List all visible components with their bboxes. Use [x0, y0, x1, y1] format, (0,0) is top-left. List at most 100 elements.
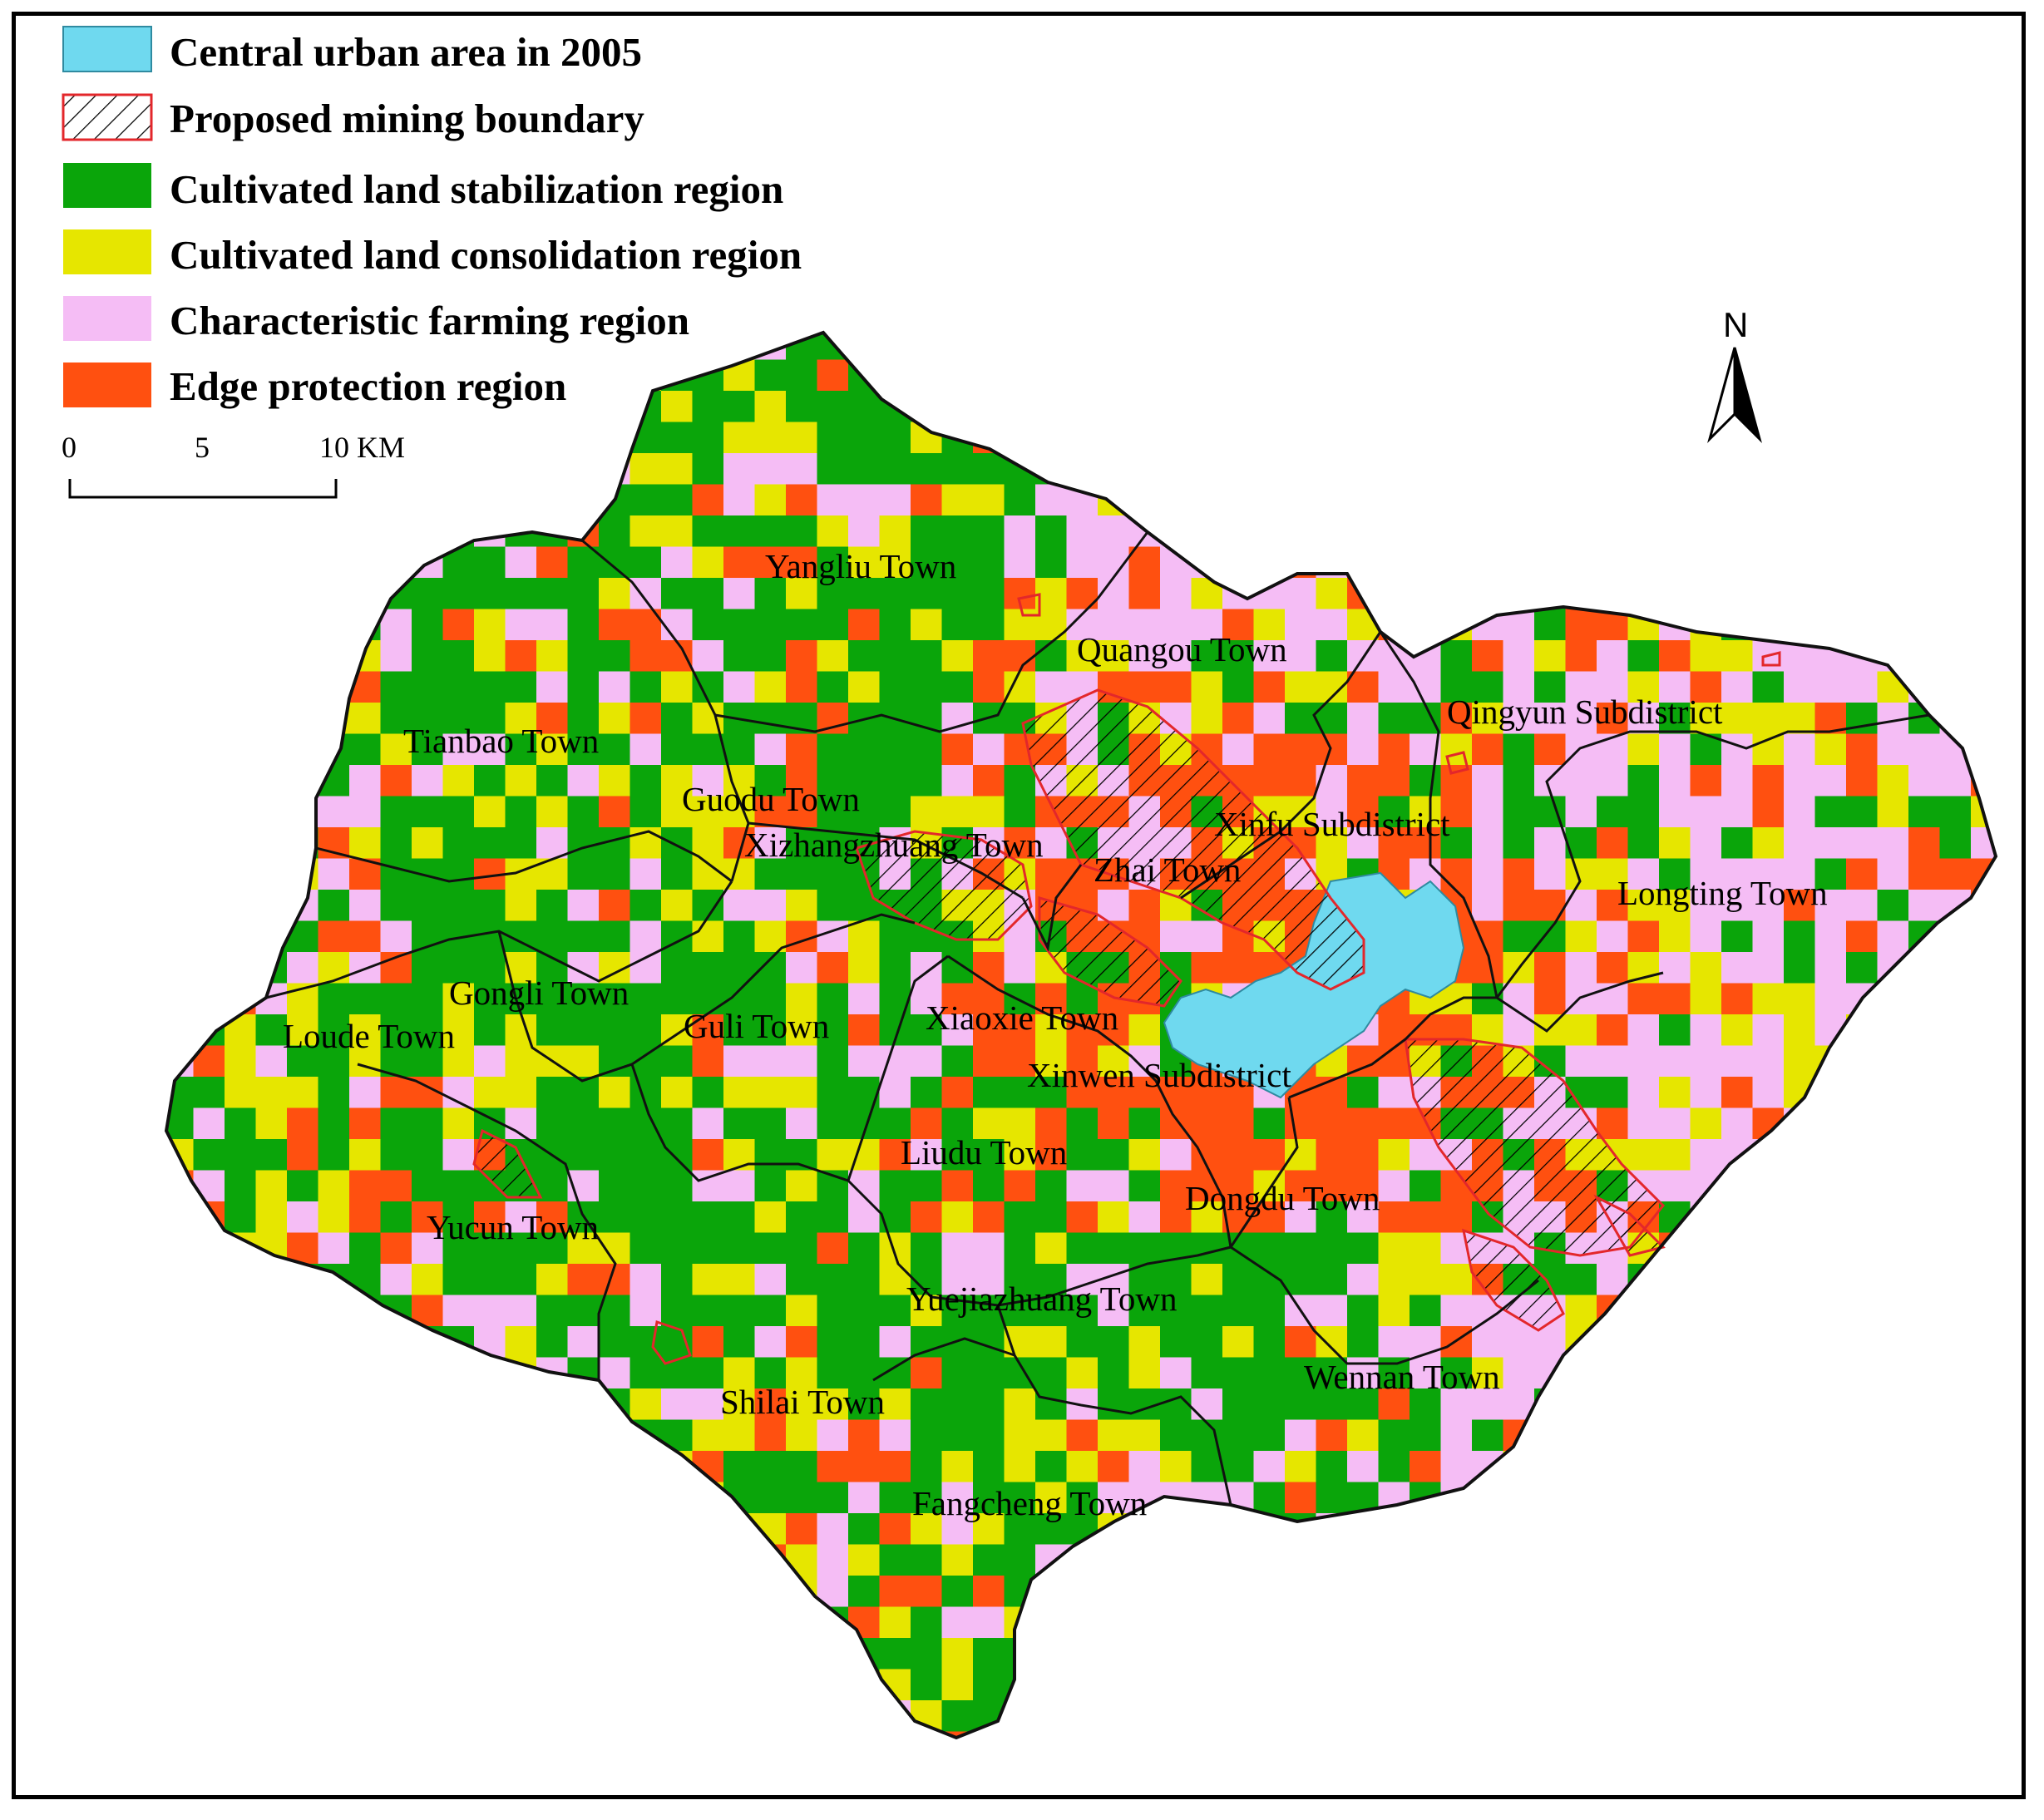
raster-cell-stabilization — [661, 1482, 694, 1514]
raster-cell-stabilization — [1004, 796, 1036, 828]
raster-cell-stabilization — [505, 1700, 537, 1733]
raster-cell-stabilization — [1191, 1544, 1223, 1576]
raster-cell-stabilization — [1098, 453, 1130, 486]
raster-cell-edge — [911, 484, 943, 516]
raster-cell-stabilization — [817, 796, 849, 828]
raster-cell-farming — [1752, 890, 1785, 922]
raster-cell-edge — [786, 1513, 818, 1546]
raster-cell-stabilization — [911, 703, 943, 735]
raster-cell-consolidation — [1004, 1388, 1036, 1421]
raster-cell-stabilization — [1191, 1669, 1223, 1701]
raster-cell-edge — [786, 733, 818, 766]
raster-cell-farming — [1939, 484, 1972, 516]
raster-cell-stabilization — [754, 952, 787, 984]
raster-cell-farming — [1814, 952, 1847, 984]
raster-cell-farming — [1690, 890, 1722, 922]
raster-cell-stabilization — [505, 1264, 537, 1296]
raster-cell-stabilization — [911, 1451, 943, 1483]
raster-cell-farming — [255, 1295, 288, 1327]
raster-cell-stabilization — [505, 578, 537, 610]
raster-cell-stabilization — [225, 1201, 257, 1234]
raster-cell-farming — [1222, 484, 1255, 516]
raster-cell-farming — [911, 952, 943, 984]
raster-cell-edge — [1659, 1295, 1691, 1327]
raster-cell-stabilization — [505, 671, 537, 703]
raster-cell-consolidation — [599, 1077, 631, 1109]
raster-cell-farming — [1784, 359, 1816, 392]
raster-cell-farming — [1098, 515, 1130, 548]
raster-cell-stabilization — [318, 484, 350, 516]
raster-cell-stabilization — [1410, 765, 1442, 797]
raster-cell-stabilization — [629, 1139, 662, 1171]
raster-cell-consolidation — [349, 1045, 382, 1078]
raster-cell-farming — [193, 1544, 225, 1576]
raster-cell-edge — [2002, 1171, 2034, 1202]
raster-cell-stabilization — [723, 733, 756, 766]
raster-cell-stabilization — [599, 1606, 631, 1639]
raster-cell-edge — [380, 1077, 412, 1109]
raster-cell-edge — [349, 1107, 382, 1140]
raster-cell-consolidation — [1752, 703, 1785, 735]
raster-cell-edge — [1066, 1201, 1099, 1234]
raster-cell-stabilization — [817, 765, 849, 797]
raster-cell-stabilization — [1222, 1357, 1255, 1389]
raster-cell-edge — [166, 858, 195, 890]
raster-cell-stabilization — [349, 1513, 382, 1546]
raster-cell-stabilization — [1846, 796, 1879, 828]
raster-cell-stabilization — [1035, 453, 1068, 486]
raster-cell-stabilization — [1066, 1326, 1099, 1359]
raster-cell-stabilization — [380, 1107, 412, 1140]
town-label: Loude Town — [283, 1017, 455, 1055]
raster-cell-stabilization — [1066, 1139, 1099, 1171]
raster-cell-stabilization — [1004, 765, 1036, 797]
raster-cell-edge — [1534, 733, 1567, 766]
raster-cell-farming — [1440, 1388, 1473, 1421]
raster-cell-stabilization — [1627, 1576, 1660, 1608]
raster-cell-farming — [1690, 1014, 1722, 1047]
raster-cell-consolidation — [1597, 391, 1629, 423]
raster-cell-stabilization — [911, 1388, 943, 1421]
raster-cell-stabilization — [879, 333, 911, 361]
raster-cell-stabilization — [1877, 1638, 1909, 1670]
raster-cell-stabilization — [474, 1264, 506, 1296]
raster-cell-stabilization — [349, 1544, 382, 1576]
raster-cell-stabilization — [879, 796, 911, 828]
raster-cell-farming — [1503, 1544, 1535, 1576]
raster-cell-farming — [1877, 858, 1909, 890]
raster-cell-stabilization — [442, 1170, 475, 1202]
raster-cell-consolidation — [661, 1077, 694, 1109]
raster-cell-stabilization — [1721, 1544, 1754, 1576]
raster-cell-stabilization — [1752, 671, 1785, 703]
raster-cell-farming — [1846, 1170, 1879, 1202]
raster-cell-stabilization — [318, 890, 350, 922]
raster-cell-consolidation — [1565, 1295, 1597, 1327]
raster-cell-farming — [1472, 1326, 1504, 1359]
raster-cell-stabilization — [1597, 1326, 1629, 1359]
raster-cell-consolidation — [754, 422, 787, 454]
raster-cell-stabilization — [536, 890, 569, 922]
raster-cell-farming — [1877, 333, 1909, 361]
raster-cell-farming — [1285, 578, 1317, 610]
raster-cell-farming — [1503, 515, 1535, 548]
raster-cell-consolidation — [1004, 1451, 1036, 1483]
raster-cell-edge — [1752, 1170, 1785, 1202]
raster-cell-farming — [1597, 920, 1629, 953]
raster-cell-stabilization — [879, 1170, 911, 1202]
raster-cell-consolidation — [225, 1482, 257, 1514]
raster-cell-farming — [255, 671, 288, 703]
raster-cell-farming — [536, 827, 569, 860]
raster-cell-farming — [1690, 578, 1722, 610]
raster-cell-consolidation — [2002, 765, 2034, 797]
raster-cell-stabilization — [1347, 1388, 1380, 1421]
town-label: Liudu Town — [901, 1133, 1067, 1171]
raster-cell-farming — [536, 1388, 569, 1421]
raster-cell-farming — [1534, 827, 1567, 860]
raster-cell-consolidation — [1098, 359, 1130, 392]
raster-cell-edge — [1378, 359, 1410, 392]
raster-cell-consolidation — [505, 1077, 537, 1109]
raster-cell-stabilization — [1066, 1107, 1099, 1140]
raster-cell-stabilization — [599, 515, 631, 548]
raster-cell-stabilization — [973, 1170, 1005, 1202]
raster-cell-edge — [1347, 765, 1380, 797]
raster-cell-stabilization — [442, 796, 475, 828]
